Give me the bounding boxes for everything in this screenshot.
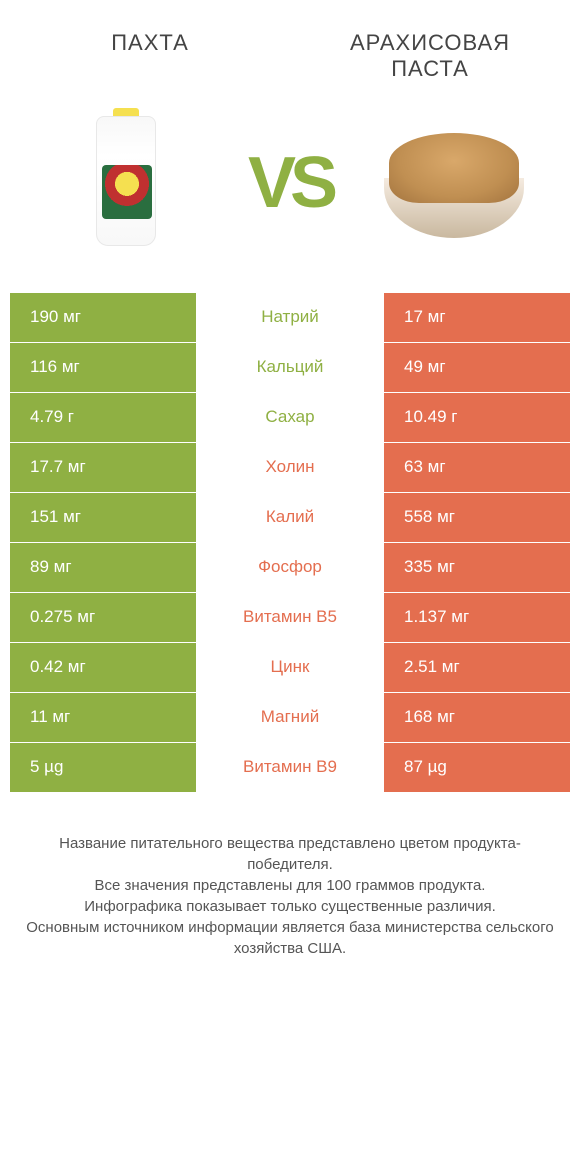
cell-left-value: 116 мг — [10, 343, 196, 393]
cell-left-value: 0.275 мг — [10, 593, 196, 643]
table-row: 4.79 гСахар10.49 г — [10, 393, 570, 443]
cell-right-value: 49 мг — [384, 343, 570, 393]
peanut-butter-image — [384, 103, 524, 263]
cell-nutrient-label: Витамин B5 — [196, 593, 384, 643]
table-row: 5 µgВитамин B987 µg — [10, 743, 570, 793]
footer-line: Все значения представлены для 100 граммо… — [20, 875, 560, 896]
cell-left-value: 11 мг — [10, 693, 196, 743]
cell-right-value: 558 мг — [384, 493, 570, 543]
cell-nutrient-label: Фосфор — [196, 543, 384, 593]
cell-left-value: 4.79 г — [10, 393, 196, 443]
footer-line: Инфографика показывает только существенн… — [20, 896, 560, 917]
cell-right-value: 17 мг — [384, 293, 570, 343]
cell-right-value: 1.137 мг — [384, 593, 570, 643]
cell-nutrient-label: Натрий — [196, 293, 384, 343]
cell-nutrient-label: Холин — [196, 443, 384, 493]
table-row: 0.275 мгВитамин B51.137 мг — [10, 593, 570, 643]
cell-left-value: 17.7 мг — [10, 443, 196, 493]
title-right: АРАХИСОВАЯ ПАСТА — [330, 30, 530, 83]
footer-line: Основным источником информации является … — [20, 917, 560, 959]
cell-right-value: 2.51 мг — [384, 643, 570, 693]
cell-nutrient-label: Витамин B9 — [196, 743, 384, 793]
table-row: 116 мгКальций49 мг — [10, 343, 570, 393]
cell-nutrient-label: Сахар — [196, 393, 384, 443]
cell-right-value: 168 мг — [384, 693, 570, 743]
table-row: 0.42 мгЦинк2.51 мг — [10, 643, 570, 693]
cell-left-value: 5 µg — [10, 743, 196, 793]
table-row: 11 мгМагний168 мг — [10, 693, 570, 743]
footer-notes: Название питательного вещества представл… — [0, 793, 580, 959]
vs-text: VS — [248, 142, 332, 224]
table-row: 89 мгФосфор335 мг — [10, 543, 570, 593]
compare-row: VS — [0, 93, 580, 293]
table-row: 190 мгНатрий17 мг — [10, 293, 570, 343]
cell-nutrient-label: Магний — [196, 693, 384, 743]
table-row: 151 мгКалий558 мг — [10, 493, 570, 543]
cell-nutrient-label: Калий — [196, 493, 384, 543]
cell-right-value: 63 мг — [384, 443, 570, 493]
table-row: 17.7 мгХолин63 мг — [10, 443, 570, 493]
cell-nutrient-label: Кальций — [196, 343, 384, 393]
cell-left-value: 0.42 мг — [10, 643, 196, 693]
cell-right-value: 87 µg — [384, 743, 570, 793]
title-left: ПАХТА — [50, 30, 250, 83]
cell-left-value: 190 мг — [10, 293, 196, 343]
buttermilk-image — [56, 103, 196, 263]
footer-line: Название питательного вещества представл… — [20, 833, 560, 875]
cell-nutrient-label: Цинк — [196, 643, 384, 693]
header: ПАХТА АРАХИСОВАЯ ПАСТА — [0, 0, 580, 93]
cell-right-value: 335 мг — [384, 543, 570, 593]
comparison-table: 190 мгНатрий17 мг116 мгКальций49 мг4.79 … — [10, 293, 570, 793]
cell-left-value: 89 мг — [10, 543, 196, 593]
cell-left-value: 151 мг — [10, 493, 196, 543]
cell-right-value: 10.49 г — [384, 393, 570, 443]
